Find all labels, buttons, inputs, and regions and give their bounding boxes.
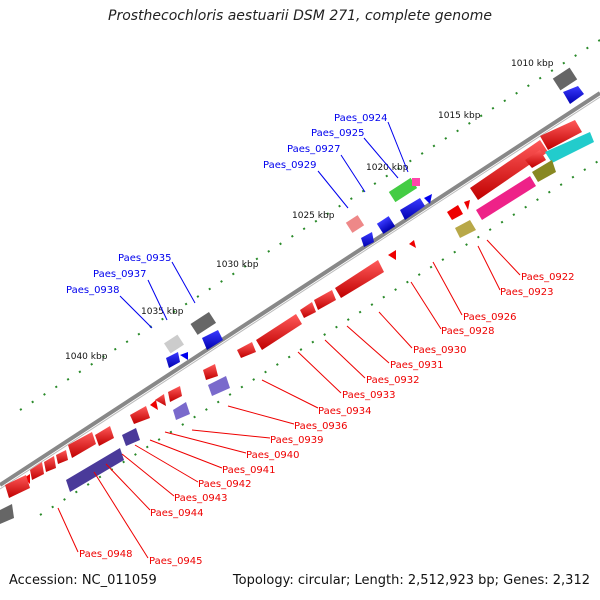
- gene-label[interactable]: Paes_0933: [342, 390, 396, 401]
- gene-label[interactable]: Paes_0930: [413, 345, 467, 356]
- callout-lines-red: [57, 239, 521, 559]
- inner-features: [0, 120, 594, 524]
- gene-label[interactable]: Paes_0935: [118, 253, 172, 264]
- gene-label[interactable]: Paes_0948: [79, 549, 133, 560]
- gene-label[interactable]: Paes_0938: [66, 285, 120, 296]
- gene-label[interactable]: Paes_0923: [500, 287, 554, 298]
- gene-label[interactable]: Paes_0937: [93, 269, 147, 280]
- genome-backbone: [0, 91, 600, 487]
- gene-label[interactable]: Paes_0945: [149, 556, 203, 567]
- tick-label: 1020 kbp: [366, 163, 409, 173]
- gene-label[interactable]: Paes_0943: [174, 493, 228, 504]
- tick-label: 1010 kbp: [511, 59, 554, 69]
- gene-label[interactable]: Paes_0929: [263, 160, 317, 171]
- accession-text: Accession: NC_011059: [9, 573, 157, 588]
- gene-label[interactable]: Paes_0940: [246, 450, 300, 461]
- gene-label[interactable]: Paes_0922: [521, 272, 575, 283]
- page-title: Prosthecochloris aestuarii DSM 271, comp…: [108, 8, 492, 24]
- tick-label: 1015 kbp: [438, 111, 481, 121]
- gene-label[interactable]: Paes_0944: [150, 508, 204, 519]
- gene-label[interactable]: Paes_0927: [287, 144, 341, 155]
- gene-label[interactable]: Paes_0941: [222, 465, 276, 476]
- callout-lines-blue: [119, 121, 409, 329]
- outer-features: [164, 67, 584, 368]
- gene-label[interactable]: Paes_0936: [294, 421, 348, 432]
- tick-label: 1030 kbp: [216, 260, 259, 270]
- gene-label[interactable]: Paes_0931: [390, 360, 444, 371]
- gene-label[interactable]: Paes_0932: [366, 375, 420, 386]
- genome-backbone-shadow: [0, 96, 600, 490]
- tick-label: 1025 kbp: [292, 211, 335, 221]
- gene-label[interactable]: Paes_0925: [311, 128, 365, 139]
- gene-label[interactable]: Paes_0934: [318, 406, 372, 417]
- gene-label[interactable]: Paes_0926: [463, 312, 517, 323]
- gene-label[interactable]: Paes_0928: [441, 326, 495, 337]
- topology-text: Topology: circular; Length: 2,512,923 bp…: [232, 573, 590, 588]
- gene-label[interactable]: Paes_0942: [198, 479, 252, 490]
- tick-label: 1040 kbp: [65, 352, 108, 362]
- gene-label[interactable]: Paes_0924: [334, 113, 388, 124]
- gene-label[interactable]: Paes_0939: [270, 435, 324, 446]
- tick-label: 1035 kbp: [141, 307, 184, 317]
